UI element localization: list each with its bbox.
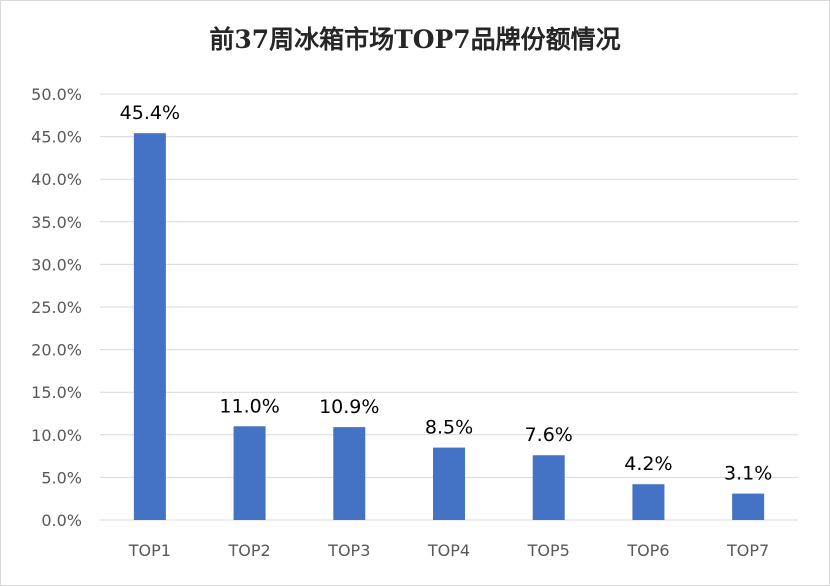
- x-axis-tick-labels: TOP1 TOP2 TOP3 TOP4 TOP5 TOP6 TOP7: [128, 541, 769, 560]
- bar-top3: [333, 427, 366, 520]
- y-tick-label: 30.0%: [31, 255, 82, 274]
- y-tick-label: 5.0%: [41, 468, 82, 487]
- y-tick-label: 35.0%: [31, 213, 82, 232]
- bar-top7: [732, 493, 765, 520]
- x-tick-label: TOP6: [626, 541, 669, 560]
- bar-top1: [133, 133, 166, 520]
- data-label-top1: 45.4%: [120, 102, 180, 124]
- y-tick-label: 15.0%: [31, 383, 82, 402]
- y-tick-label: 40.0%: [31, 170, 82, 189]
- y-tick-label: 25.0%: [31, 298, 82, 317]
- x-tick-label: TOP3: [327, 541, 370, 560]
- data-label-top7: 3.1%: [724, 463, 772, 485]
- y-tick-label: 20.0%: [31, 341, 82, 360]
- x-tick-label: TOP2: [227, 541, 270, 560]
- x-tick-label: TOP5: [527, 541, 570, 560]
- data-label-top2: 11.0%: [219, 395, 279, 417]
- data-label-top6: 4.2%: [624, 453, 672, 475]
- bar-top5: [532, 455, 565, 520]
- bars: [133, 133, 765, 520]
- bar-top6: [632, 484, 665, 520]
- gridlines: [100, 93, 798, 521]
- data-labels: 45.4% 11.0% 10.9% 8.5% 7.6% 4.2% 3.1%: [120, 102, 773, 484]
- bar-top4: [433, 447, 465, 520]
- chart-title: 前37周冰箱市场TOP7品牌份额情况: [209, 25, 621, 54]
- data-label-top5: 7.6%: [525, 424, 573, 446]
- x-tick-label: TOP1: [128, 541, 171, 560]
- x-tick-label: TOP4: [427, 541, 470, 560]
- y-axis-tick-labels: 0.0% 5.0% 10.0% 15.0% 20.0% 25.0% 30.0% 35.0% 40…: [31, 85, 82, 530]
- bar-top2: [233, 426, 266, 520]
- x-tick-label: TOP7: [726, 541, 769, 560]
- data-label-top4: 8.5%: [425, 417, 473, 439]
- y-tick-label: 0.0%: [41, 511, 82, 530]
- y-tick-label: 10.0%: [31, 426, 82, 445]
- y-tick-label: 50.0%: [31, 85, 82, 104]
- y-tick-label: 45.0%: [31, 128, 82, 147]
- data-label-top3: 10.9%: [319, 396, 379, 418]
